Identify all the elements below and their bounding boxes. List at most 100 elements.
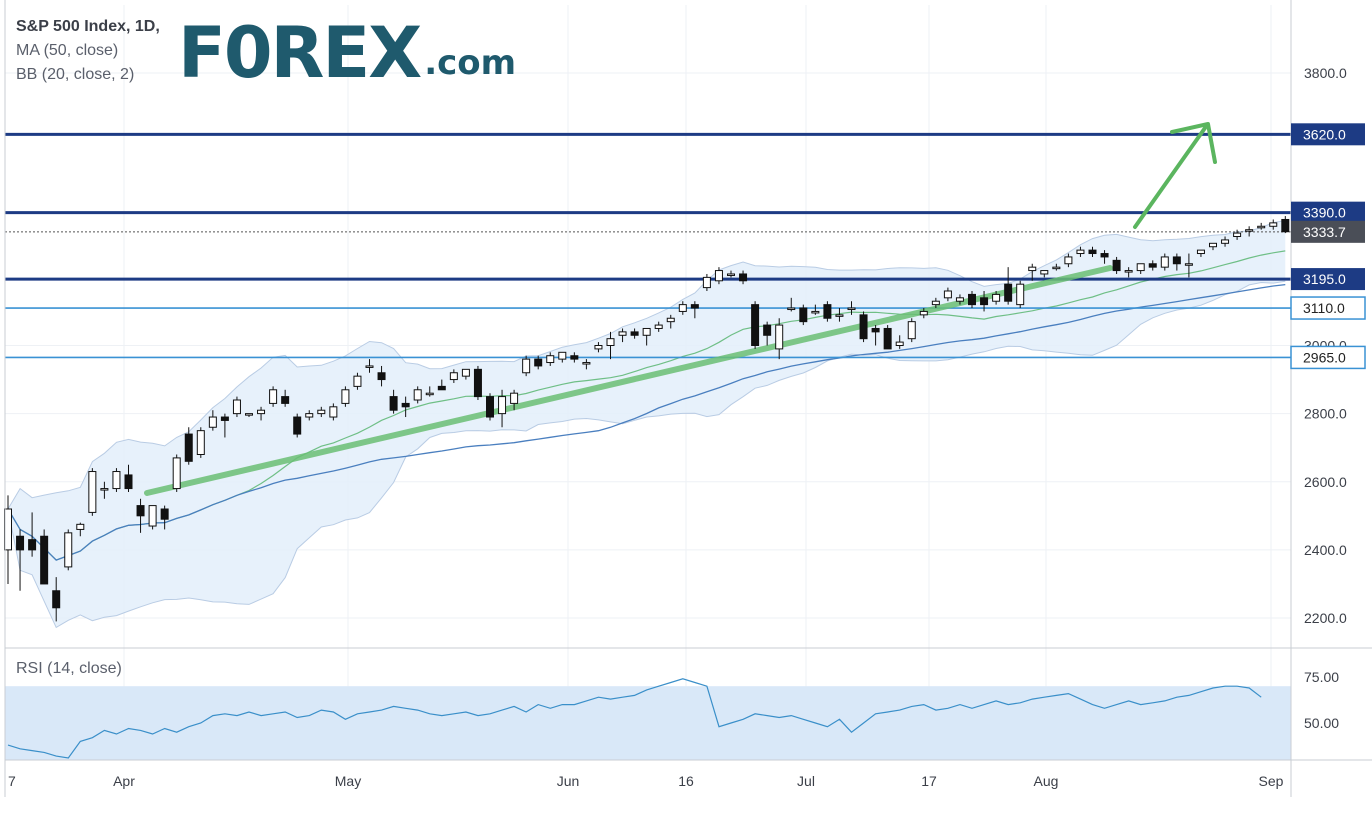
candle[interactable] — [642, 327, 651, 346]
candle[interactable] — [28, 512, 37, 557]
candle[interactable] — [968, 291, 976, 309]
candle[interactable] — [377, 365, 386, 387]
candle[interactable] — [1233, 229, 1242, 240]
candle[interactable] — [269, 386, 278, 407]
candle[interactable] — [449, 369, 458, 383]
candle[interactable] — [919, 308, 928, 319]
candle[interactable] — [329, 403, 338, 421]
candle[interactable] — [208, 410, 217, 431]
candle[interactable] — [955, 294, 964, 305]
candle[interactable] — [437, 379, 446, 391]
candle[interactable] — [751, 301, 760, 349]
candle[interactable] — [895, 335, 904, 349]
candle[interactable] — [220, 413, 229, 438]
candle[interactable] — [160, 505, 169, 530]
candle[interactable] — [4, 495, 12, 584]
candle[interactable] — [714, 267, 723, 285]
candle[interactable] — [76, 522, 85, 537]
candle[interactable] — [931, 297, 940, 309]
candle[interactable] — [136, 498, 145, 533]
candle[interactable] — [943, 287, 952, 302]
candle[interactable] — [1136, 263, 1145, 274]
candle[interactable] — [1148, 260, 1157, 271]
candle[interactable] — [1076, 246, 1085, 257]
candle[interactable] — [172, 454, 181, 492]
candle[interactable] — [1245, 226, 1254, 237]
candle[interactable] — [799, 304, 808, 326]
candle[interactable] — [980, 291, 989, 312]
candle[interactable] — [534, 355, 543, 370]
level-tag[interactable]: 3195.0 — [1291, 268, 1365, 291]
candle[interactable] — [413, 386, 422, 404]
candle[interactable] — [823, 301, 832, 322]
candle[interactable] — [546, 352, 555, 366]
candle[interactable] — [582, 359, 591, 370]
level-tag[interactable]: 3110.0 — [1290, 296, 1366, 320]
candle[interactable] — [1269, 219, 1278, 230]
candle[interactable] — [871, 325, 880, 346]
candle[interactable] — [461, 368, 470, 380]
candle[interactable] — [1100, 250, 1109, 264]
candle[interactable] — [88, 468, 97, 516]
candle[interactable] — [401, 396, 410, 418]
candle[interactable] — [787, 297, 796, 312]
candle[interactable] — [1209, 242, 1217, 251]
candle[interactable] — [775, 318, 784, 360]
candle[interactable] — [341, 386, 350, 407]
candle[interactable] — [522, 355, 531, 377]
candle[interactable] — [281, 389, 290, 407]
current-price-tag[interactable]: 3333.7 — [1291, 220, 1365, 243]
level-tag[interactable]: 3620.0 — [1291, 123, 1365, 146]
candle[interactable] — [1221, 236, 1230, 247]
candle[interactable] — [184, 427, 193, 465]
candle[interactable] — [196, 427, 205, 458]
candle[interactable] — [811, 304, 820, 315]
candle[interactable] — [558, 351, 567, 363]
candle[interactable] — [1160, 253, 1169, 271]
candle[interactable] — [835, 308, 844, 322]
candle[interactable] — [293, 413, 302, 438]
candle[interactable] — [678, 301, 687, 315]
candle[interactable] — [630, 328, 639, 339]
candle[interactable] — [883, 325, 892, 350]
candle[interactable] — [64, 529, 73, 571]
candle[interactable] — [486, 393, 494, 421]
level-tag[interactable]: 2965.0 — [1290, 345, 1366, 370]
candle[interactable] — [245, 413, 253, 418]
candle[interactable] — [1016, 280, 1025, 309]
candle[interactable] — [148, 505, 157, 530]
candle[interactable] — [690, 301, 699, 319]
candle[interactable] — [510, 389, 519, 411]
candle[interactable] — [666, 314, 675, 329]
candle[interactable] — [124, 464, 133, 492]
candle[interactable] — [1184, 253, 1193, 278]
candle[interactable] — [1257, 222, 1266, 230]
candle[interactable] — [763, 321, 772, 346]
candle[interactable] — [739, 270, 748, 285]
candle[interactable] — [425, 386, 434, 397]
candle[interactable] — [702, 273, 711, 291]
candle[interactable] — [1112, 256, 1121, 274]
candle[interactable] — [570, 352, 579, 363]
candle[interactable] — [727, 270, 735, 278]
trendline[interactable] — [144, 265, 1113, 496]
candle[interactable] — [317, 406, 326, 418]
candle[interactable] — [40, 529, 49, 585]
candle[interactable] — [1064, 253, 1073, 268]
candle[interactable] — [305, 410, 314, 421]
candle[interactable] — [594, 342, 603, 353]
candle[interactable] — [1004, 267, 1013, 305]
candle[interactable] — [365, 359, 374, 373]
candle[interactable] — [389, 389, 398, 414]
candle[interactable] — [112, 468, 121, 492]
candle[interactable] — [1281, 216, 1290, 234]
candle[interactable] — [52, 577, 61, 622]
candle[interactable] — [353, 372, 362, 390]
candle[interactable] — [1124, 267, 1133, 278]
candle[interactable] — [16, 529, 25, 591]
candle[interactable] — [232, 396, 241, 418]
level-tag[interactable]: 3390.0 — [1291, 201, 1365, 224]
candle[interactable] — [859, 311, 868, 343]
